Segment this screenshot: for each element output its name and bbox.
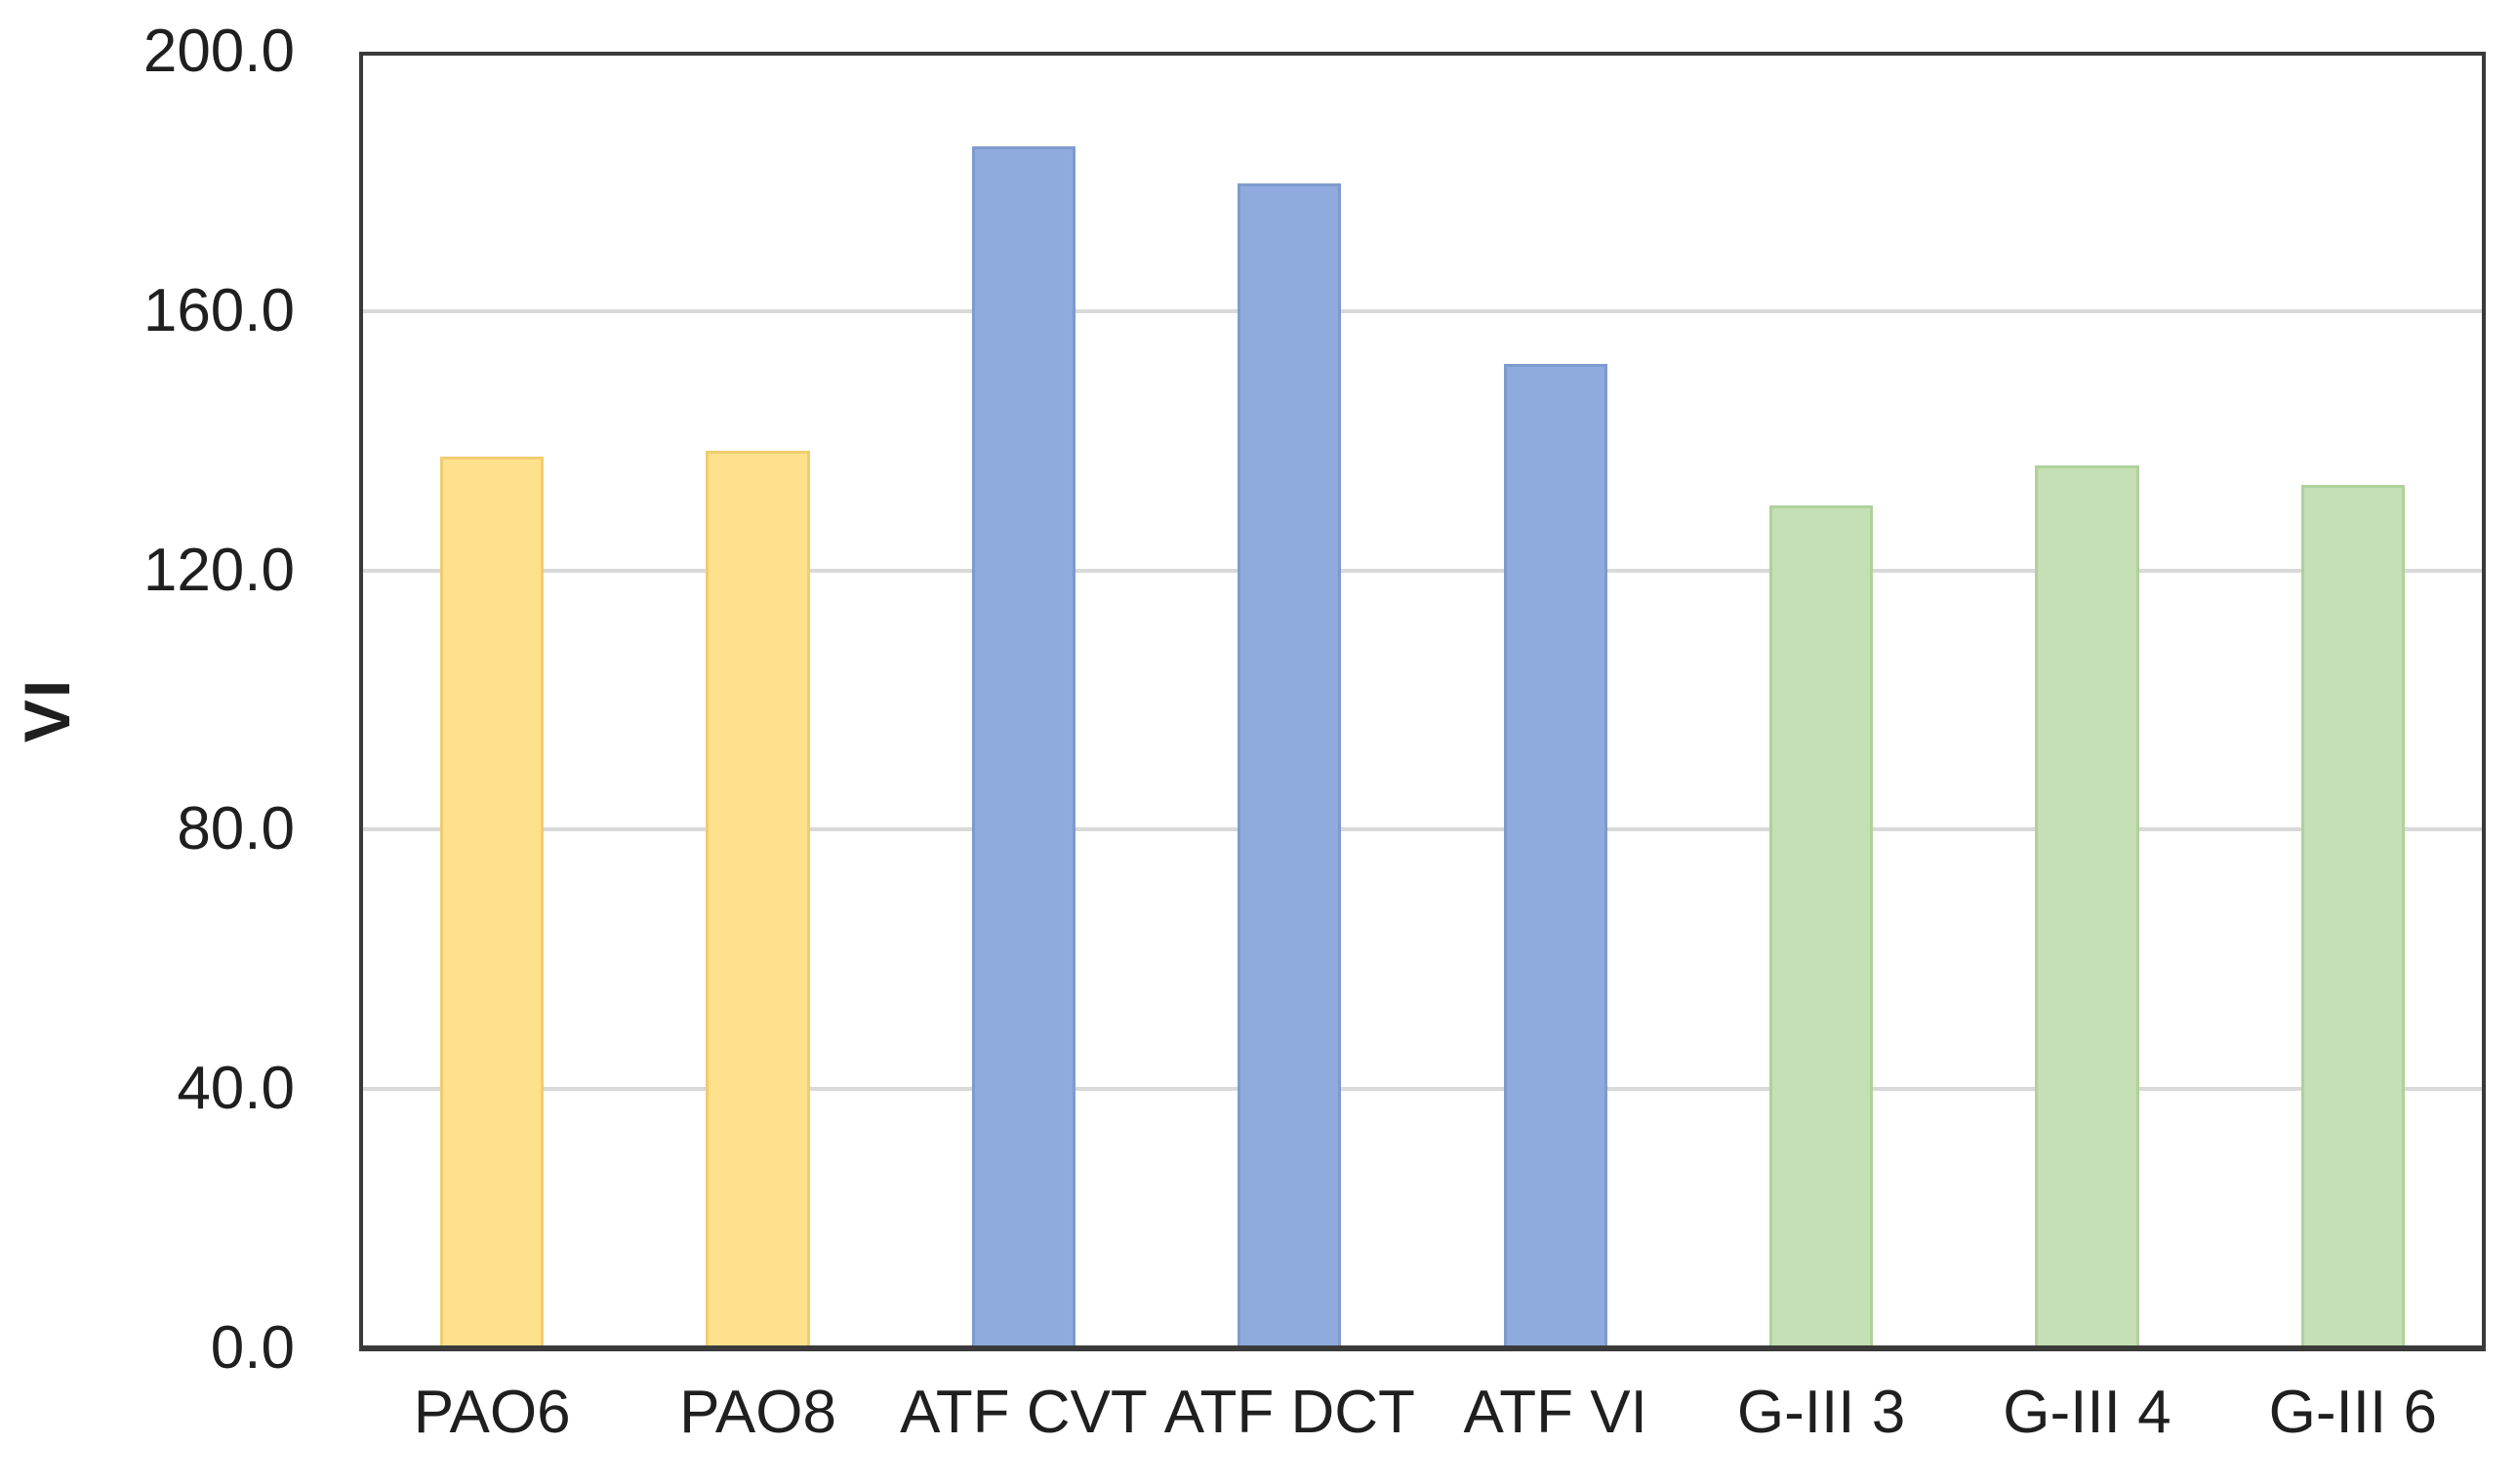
y-gridline-80 [363,827,2482,832]
bar-g-iii-3 [1768,505,1874,1348]
plot-area-border [359,52,2486,1351]
y-tick-label-0: 0.0 [210,1314,295,1382]
x-tick-label-pao8: PAO8 [679,1379,836,1446]
x-tick-label-g-iii-3: G-III 3 [1736,1379,1906,1446]
y-axis-title: VI [11,677,83,743]
y-gridline-40 [363,1087,2482,1092]
bar-pao6 [440,457,545,1348]
bar-g-iii-6 [2300,484,2405,1348]
bar-atf-dct [1238,182,1342,1348]
x-tick-label-atf-cvt: ATF CVT [900,1379,1148,1446]
x-tick-label-atf-vi: ATF VI [1463,1379,1647,1446]
x-tick-label-g-iii-4: G-III 4 [2003,1379,2172,1446]
y-tick-label-40: 40.0 [177,1055,295,1123]
y-gridline-160 [363,308,2482,313]
y-tick-label-120: 120.0 [142,536,295,604]
y-tick-label-80: 80.0 [177,795,295,863]
x-tick-label-g-iii-6: G-III 6 [2268,1379,2437,1446]
y-tick-label-200: 200.0 [142,18,295,85]
x-tick-label-atf-dct: ATF DCT [1163,1379,1415,1446]
y-tick-label-160: 160.0 [142,276,295,344]
bar-g-iii-4 [2035,464,2139,1348]
y-gridline-120 [363,568,2482,573]
bar-atf-cvt [971,146,1076,1348]
bar-pao8 [706,451,810,1348]
x-tick-label-pao6: PAO6 [413,1379,571,1446]
bar-atf-vi [1503,363,1607,1348]
